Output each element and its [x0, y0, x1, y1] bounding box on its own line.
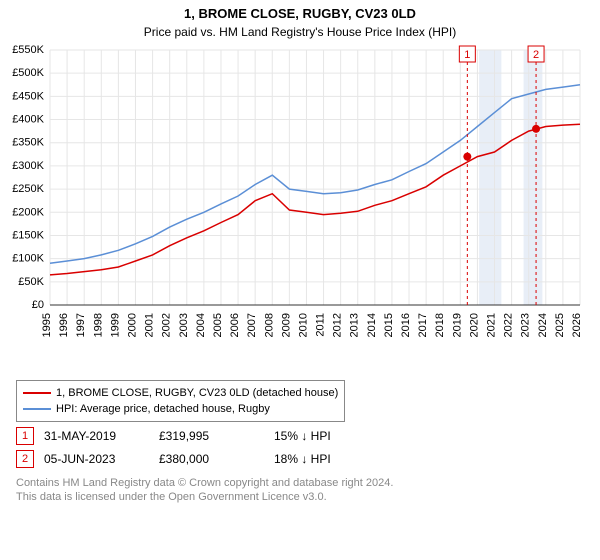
x-tick-label: 2022: [503, 313, 515, 337]
legend-swatch: [23, 408, 51, 410]
event-band: [479, 50, 501, 305]
legend-label: 1, BROME CLOSE, RUGBY, CV23 0LD (detache…: [56, 385, 338, 401]
legend: 1, BROME CLOSE, RUGBY, CV23 0LD (detache…: [16, 380, 345, 422]
y-tick-label: £400K: [12, 114, 44, 126]
x-tick-label: 1995: [41, 313, 53, 337]
footer-line: This data is licensed under the Open Gov…: [16, 490, 584, 504]
x-tick-label: 1996: [58, 313, 70, 337]
transaction-marker: 2: [16, 450, 34, 468]
chart-title: 1, BROME CLOSE, RUGBY, CV23 0LD: [184, 6, 416, 21]
transaction-marker: 1: [16, 427, 34, 445]
x-tick-label: 2026: [571, 313, 583, 337]
legend-item: HPI: Average price, detached house, Rugb…: [23, 401, 338, 417]
transaction-row: 1 31-MAY-2019£319,99515% ↓ HPI: [16, 427, 584, 445]
x-tick-label: 2019: [451, 313, 463, 337]
x-tick-label: 2017: [417, 313, 429, 337]
y-tick-label: £50K: [18, 276, 44, 288]
y-tick-label: £500K: [12, 67, 44, 79]
x-tick-label: 2023: [520, 313, 532, 337]
x-tick-label: 1999: [109, 313, 121, 337]
event-point: [532, 125, 540, 133]
legend-item: 1, BROME CLOSE, RUGBY, CV23 0LD (detache…: [23, 385, 338, 401]
x-tick-label: 2005: [212, 313, 224, 337]
x-tick-label: 2021: [486, 313, 498, 337]
transaction-delta: 18% ↓ HPI: [274, 452, 389, 466]
x-tick-label: 2025: [554, 313, 566, 337]
y-tick-label: £250K: [12, 183, 44, 195]
transaction-row: 2 05-JUN-2023£380,00018% ↓ HPI: [16, 450, 584, 468]
transaction-price: £319,995: [159, 429, 274, 443]
x-tick-label: 2015: [383, 313, 395, 337]
event-marker-label: 1: [464, 49, 470, 61]
x-tick-label: 2011: [315, 313, 327, 337]
x-tick-label: 2009: [280, 313, 292, 337]
y-tick-label: £150K: [12, 229, 44, 241]
x-tick-label: 2000: [126, 313, 138, 337]
transaction-date: 05-JUN-2023: [44, 452, 159, 466]
x-tick-label: 2010: [297, 313, 309, 337]
x-tick-label: 2004: [195, 313, 207, 337]
transaction-delta: 15% ↓ HPI: [274, 429, 389, 443]
x-tick-label: 2002: [161, 313, 173, 337]
y-tick-label: £300K: [12, 160, 44, 172]
x-tick-label: 1998: [92, 313, 104, 337]
transaction-table: 1 31-MAY-2019£319,99515% ↓ HPI 2 05-JUN-202…: [16, 427, 584, 468]
x-tick-label: 2016: [400, 313, 412, 337]
y-tick-label: £100K: [12, 253, 44, 265]
x-tick-label: 2013: [349, 313, 361, 337]
x-tick-label: 2018: [434, 313, 446, 337]
x-tick-label: 2024: [537, 313, 549, 337]
x-tick-label: 2001: [144, 313, 156, 337]
legend-label: HPI: Average price, detached house, Rugb…: [56, 401, 270, 417]
y-tick-label: £450K: [12, 90, 44, 102]
x-tick-label: 1997: [75, 313, 87, 337]
x-tick-label: 2006: [229, 313, 241, 337]
y-tick-label: £0: [32, 299, 44, 311]
event-band: [524, 50, 543, 305]
legend-swatch: [23, 392, 51, 394]
transaction-price: £380,000: [159, 452, 274, 466]
event-marker-label: 2: [533, 49, 539, 61]
footer-line: Contains HM Land Registry data © Crown c…: [16, 476, 584, 490]
x-tick-label: 2014: [366, 313, 378, 337]
chart-subtitle: Price paid vs. HM Land Registry's House …: [144, 25, 456, 39]
x-tick-label: 2020: [468, 313, 480, 337]
price-chart: 1, BROME CLOSE, RUGBY, CV23 0LD Price pai…: [0, 0, 600, 380]
y-tick-label: £200K: [12, 206, 44, 218]
transaction-date: 31-MAY-2019: [44, 429, 159, 443]
footer-attribution: Contains HM Land Registry data © Crown c…: [16, 476, 584, 505]
x-tick-label: 2003: [178, 313, 190, 337]
x-tick-label: 2008: [263, 313, 275, 337]
y-tick-label: £350K: [12, 137, 44, 149]
x-tick-label: 2007: [246, 313, 258, 337]
event-point: [463, 153, 471, 161]
x-tick-label: 2012: [332, 313, 344, 337]
y-tick-label: £550K: [12, 44, 44, 56]
